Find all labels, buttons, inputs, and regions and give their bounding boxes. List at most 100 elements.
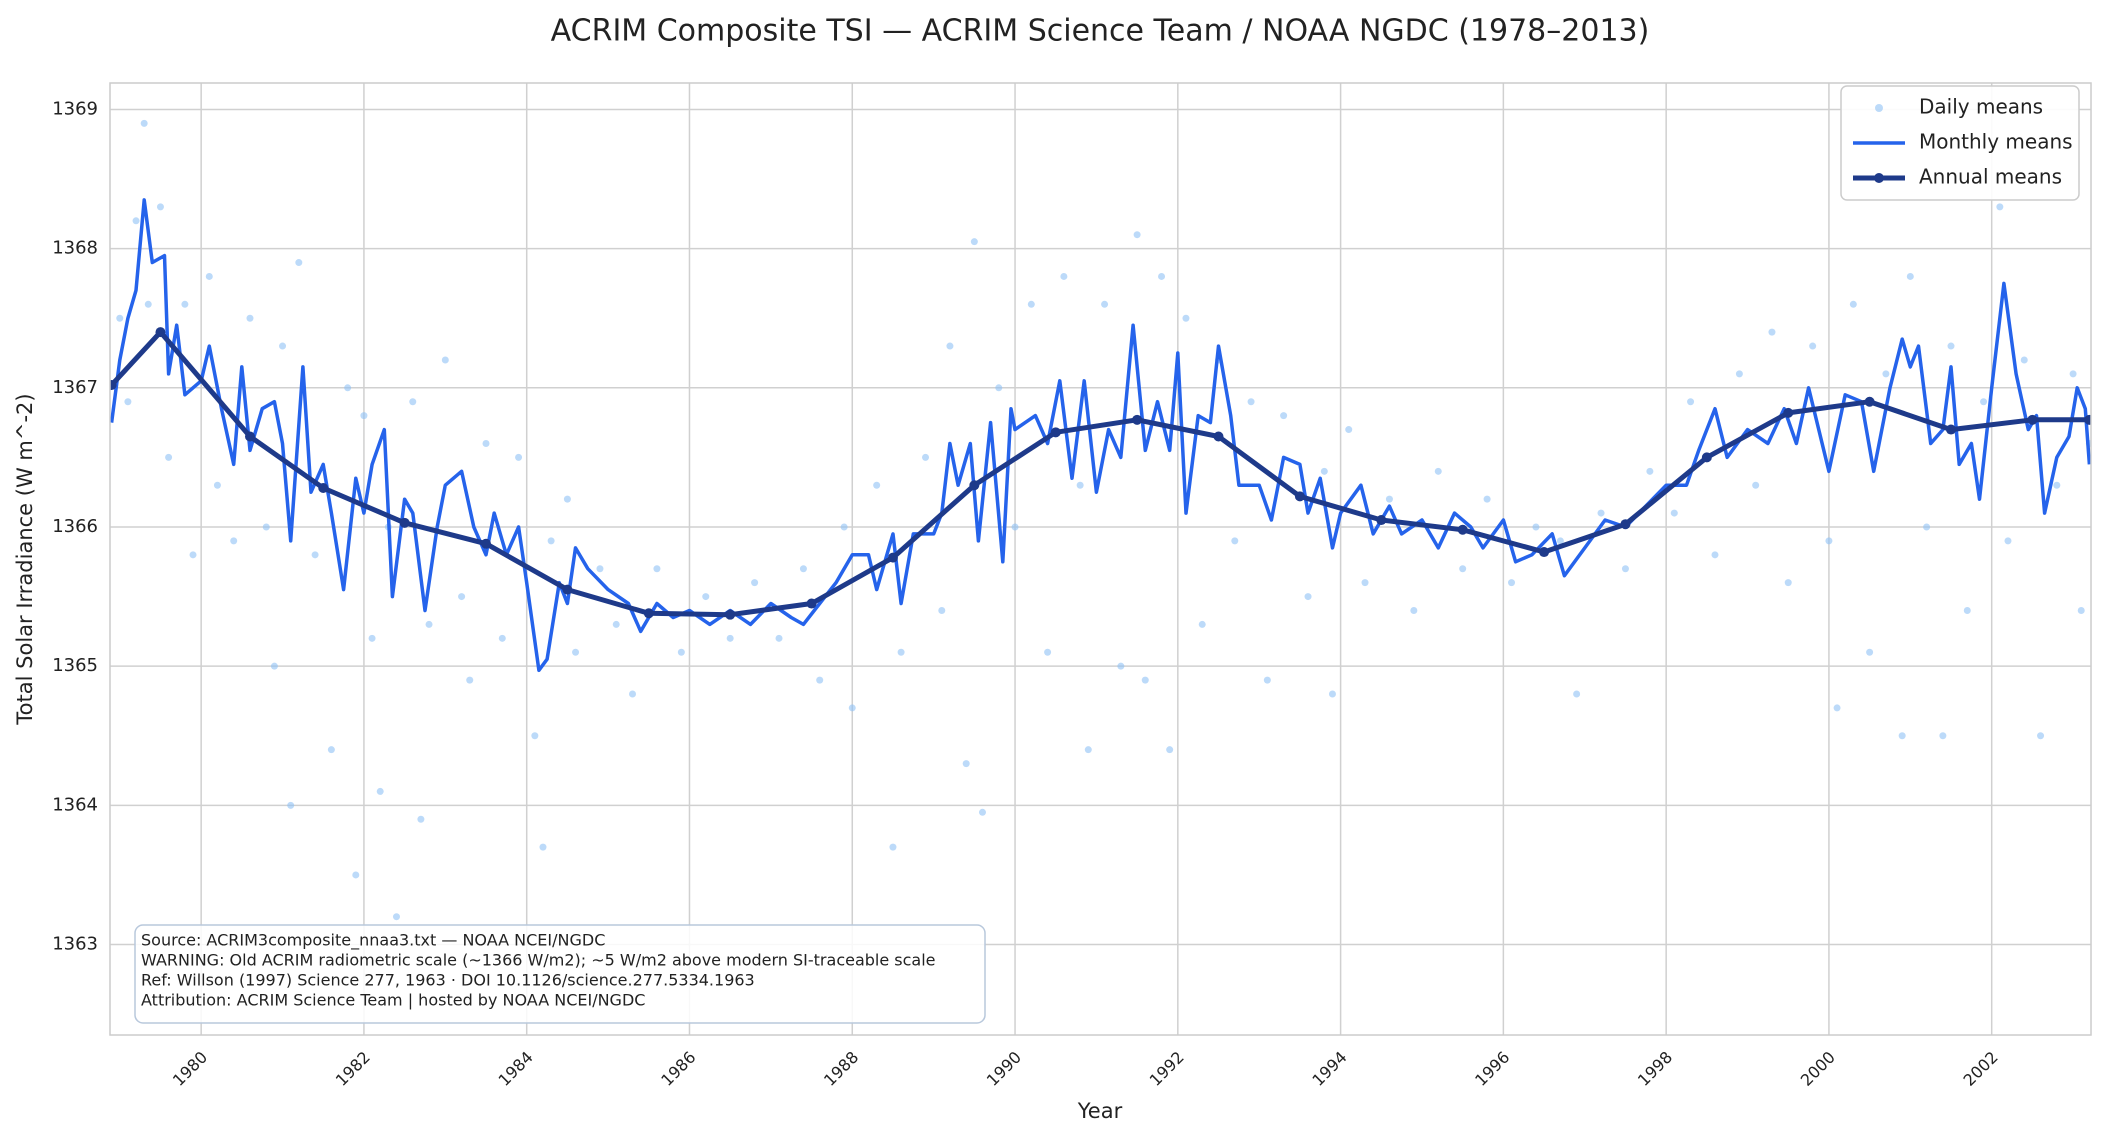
daily-point: [2020, 356, 2028, 364]
daily-point: [547, 537, 555, 545]
daily-point: [1320, 467, 1328, 475]
annual-marker: [481, 538, 492, 549]
daily-point: [799, 565, 807, 573]
daily-point: [702, 593, 710, 601]
daily-point: [1434, 467, 1442, 475]
daily-point: [156, 203, 164, 211]
legend-box: [1840, 85, 2080, 201]
daily-point: [539, 843, 547, 851]
daily-point: [1247, 398, 1255, 406]
daily-point: [417, 815, 425, 823]
daily-point: [1084, 746, 1092, 754]
daily-point: [596, 565, 604, 573]
daily-point: [1825, 537, 1833, 545]
daily-point: [629, 690, 637, 698]
daily-point: [1809, 342, 1817, 350]
daily-point: [897, 648, 905, 656]
daily-point: [1263, 676, 1271, 684]
daily-point: [889, 843, 897, 851]
daily-point: [1687, 398, 1695, 406]
legend-swatch: [1875, 104, 1883, 112]
daily-point: [124, 398, 132, 406]
daily-point: [1556, 537, 1564, 545]
daily-point: [1923, 523, 1931, 531]
annual-marker: [969, 480, 980, 491]
daily-point: [1133, 231, 1141, 239]
annual-marker: [1620, 519, 1631, 530]
annual-marker: [1050, 427, 1061, 438]
annotation-line: Attribution: ACRIM Science Team | hosted…: [141, 991, 645, 1010]
daily-point: [327, 746, 335, 754]
annual-marker: [1132, 414, 1143, 425]
daily-point: [181, 300, 189, 308]
legend-label: Monthly means: [1919, 130, 2073, 154]
daily-point: [1735, 370, 1743, 378]
annual-marker: [2084, 414, 2091, 425]
daily-point: [1459, 565, 1467, 573]
annual-marker: [1457, 524, 1468, 535]
daily-point: [1182, 314, 1190, 322]
daily-point: [1280, 412, 1288, 420]
daily-point: [140, 119, 148, 127]
daily-point: [205, 272, 213, 280]
annual-marker: [1539, 547, 1550, 558]
legend-marker: [1874, 173, 1884, 183]
daily-point: [368, 634, 376, 642]
daily-point: [1076, 481, 1084, 489]
daily-point: [1101, 300, 1109, 308]
plot-area: [110, 119, 2091, 921]
axes-frame: [109, 82, 2092, 1036]
y-tick-label: 1368: [52, 238, 98, 259]
legend-label: Daily means: [1919, 95, 2043, 119]
y-tick-label: 1369: [52, 98, 98, 119]
annual-marker: [1376, 515, 1387, 526]
annual-marker: [1946, 424, 1957, 435]
daily-point: [1996, 203, 2004, 211]
daily-point: [1141, 676, 1149, 684]
daily-point: [441, 356, 449, 364]
y-tick-label: 1363: [52, 934, 98, 955]
daily-point: [352, 871, 360, 879]
daily-point: [132, 217, 140, 225]
daily-point: [1939, 732, 1947, 740]
y-tick-label: 1365: [52, 655, 98, 676]
daily-point: [1646, 467, 1654, 475]
annual-marker: [887, 552, 898, 563]
daily-point: [287, 801, 295, 809]
daily-point: [1198, 620, 1206, 628]
daily-point: [1768, 328, 1776, 336]
daily-point: [246, 314, 254, 322]
daily-point: [1410, 606, 1418, 614]
x-axis-label: Year: [1077, 1099, 1123, 1123]
daily-point: [515, 453, 523, 461]
daily-point: [1027, 300, 1035, 308]
annual-marker: [244, 431, 255, 442]
daily-point: [563, 495, 571, 503]
daily-point: [1849, 300, 1857, 308]
daily-point: [311, 551, 319, 559]
daily-point: [653, 565, 661, 573]
daily-point: [1385, 495, 1393, 503]
daily-point: [1304, 593, 1312, 601]
daily-point: [425, 620, 433, 628]
annotation-box: [134, 924, 986, 1024]
daily-point: [848, 704, 856, 712]
daily-point: [726, 634, 734, 642]
daily-point: [840, 523, 848, 531]
daily-point: [873, 481, 881, 489]
daily-point: [482, 439, 490, 447]
annual-marker: [110, 380, 117, 391]
daily-point: [2077, 606, 2085, 614]
daily-point: [1947, 342, 1955, 350]
daily-point: [775, 634, 783, 642]
daily-point: [2004, 537, 2012, 545]
daily-point: [1784, 579, 1792, 587]
daily-point: [466, 676, 474, 684]
daily-point: [995, 384, 1003, 392]
daily-point: [1158, 272, 1166, 280]
annual-marker: [562, 584, 573, 595]
y-tick-label: 1366: [52, 516, 98, 537]
daily-point: [531, 732, 539, 740]
legend: Daily means Monthly means Annual means: [1840, 85, 2080, 201]
daily-point: [938, 606, 946, 614]
